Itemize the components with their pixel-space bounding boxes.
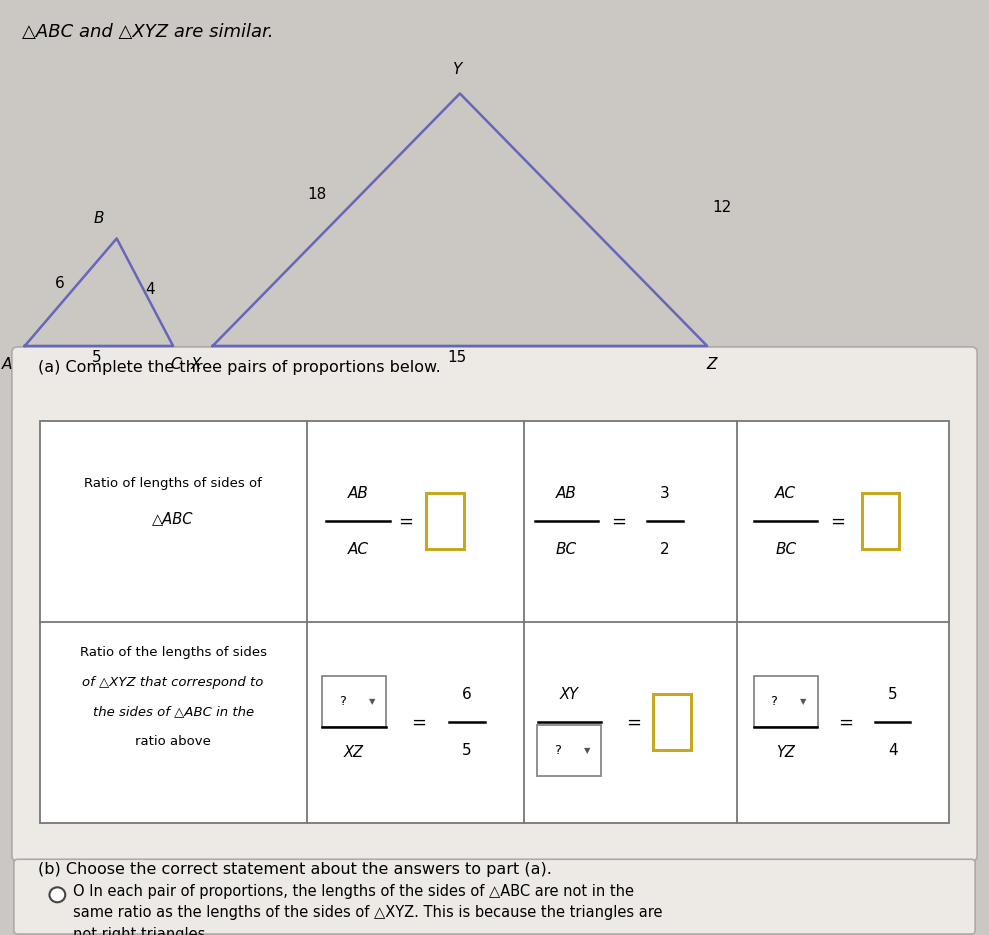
Text: AB: AB <box>556 485 577 501</box>
Text: ▼: ▼ <box>800 698 807 706</box>
Bar <box>862 494 900 549</box>
FancyBboxPatch shape <box>14 859 975 934</box>
FancyBboxPatch shape <box>12 347 977 861</box>
Text: O In each pair of proportions, the lengths of the sides of △ABC are not in the: O In each pair of proportions, the lengt… <box>73 884 634 899</box>
Text: B: B <box>94 211 104 226</box>
Circle shape <box>49 887 65 902</box>
Text: same ratio as the lengths of the sides of △XYZ. This is because the triangles ar: same ratio as the lengths of the sides o… <box>73 905 663 920</box>
Text: Z: Z <box>707 357 717 372</box>
Text: Ratio of lengths of sides of: Ratio of lengths of sides of <box>84 478 262 490</box>
Bar <box>40 421 949 823</box>
Bar <box>40 421 949 823</box>
Text: BC: BC <box>775 541 796 557</box>
Text: A: A <box>2 357 12 372</box>
Bar <box>537 725 601 776</box>
Text: 18: 18 <box>307 187 326 202</box>
Text: 6: 6 <box>462 686 472 702</box>
Text: ratio above: ratio above <box>135 736 211 748</box>
Text: (a) Complete the three pairs of proportions below.: (a) Complete the three pairs of proporti… <box>38 360 440 375</box>
Text: of △XYZ that correspond to: of △XYZ that correspond to <box>82 676 264 688</box>
Text: BC: BC <box>556 541 577 557</box>
Text: △ABC: △ABC <box>152 511 194 526</box>
Text: ?: ? <box>339 696 345 708</box>
Text: 2: 2 <box>661 541 670 557</box>
Text: 12: 12 <box>712 200 732 215</box>
Text: YZ: YZ <box>776 744 795 760</box>
Text: 4: 4 <box>145 282 155 297</box>
Text: the sides of △ABC in the: the sides of △ABC in the <box>93 706 253 718</box>
Text: 15: 15 <box>447 350 467 365</box>
Text: (b) Choose the correct statement about the answers to part (a).: (b) Choose the correct statement about t… <box>38 862 552 877</box>
Bar <box>654 694 690 750</box>
Text: Y: Y <box>452 62 462 77</box>
Bar <box>754 676 818 727</box>
Text: =: = <box>839 713 854 731</box>
Text: 5: 5 <box>462 742 472 758</box>
Text: ?: ? <box>554 744 561 756</box>
Text: not right triangles.: not right triangles. <box>73 927 211 935</box>
Text: 3: 3 <box>661 485 670 501</box>
Text: 6: 6 <box>54 276 64 291</box>
Text: AC: AC <box>347 541 369 557</box>
Text: =: = <box>830 512 845 530</box>
Text: XY: XY <box>560 686 579 702</box>
Text: △ABC and △XYZ are similar.: △ABC and △XYZ are similar. <box>22 23 273 41</box>
Text: AB: AB <box>347 485 369 501</box>
Text: ?: ? <box>770 696 777 708</box>
Text: Ratio of the lengths of sides: Ratio of the lengths of sides <box>79 646 267 658</box>
Text: =: = <box>626 713 641 731</box>
Text: 4: 4 <box>888 742 897 758</box>
Text: XZ: XZ <box>344 744 364 760</box>
Text: 5: 5 <box>888 686 897 702</box>
Text: AC: AC <box>775 485 796 501</box>
Text: =: = <box>611 512 626 530</box>
Text: ▼: ▼ <box>584 746 590 755</box>
Text: 5: 5 <box>92 350 102 365</box>
Text: ▼: ▼ <box>369 698 375 706</box>
Text: =: = <box>398 512 413 530</box>
Bar <box>322 676 387 727</box>
Text: =: = <box>410 713 426 731</box>
Text: X: X <box>191 357 201 372</box>
Text: C: C <box>171 357 181 372</box>
Bar <box>426 494 464 549</box>
